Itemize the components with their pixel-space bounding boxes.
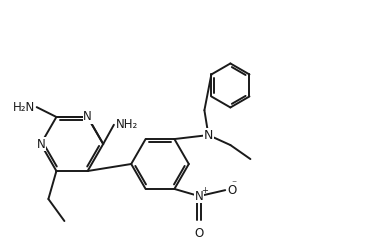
Text: O: O (227, 184, 237, 197)
Text: N: N (36, 138, 45, 150)
Text: O: O (195, 227, 204, 240)
Text: N: N (83, 110, 92, 123)
Text: H₂N: H₂N (13, 101, 35, 114)
Text: ⁻: ⁻ (232, 179, 237, 189)
Text: N: N (195, 190, 203, 203)
Text: NH₂: NH₂ (116, 118, 138, 131)
Text: +: + (201, 186, 208, 195)
Text: N: N (204, 129, 213, 142)
